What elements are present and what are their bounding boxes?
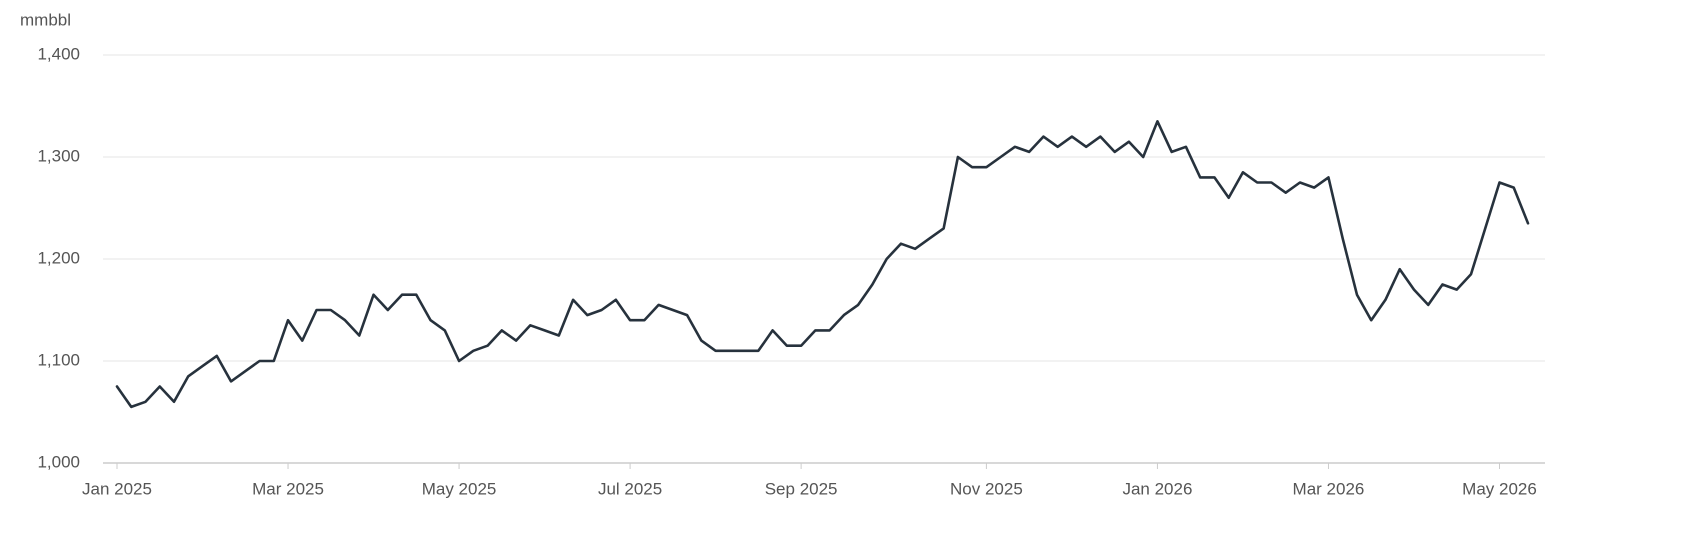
x-tick-label: Jan 2025 [82,479,152,498]
line [115,120,1530,409]
x-tick-label: Nov 2025 [950,479,1023,498]
x-tick-label: Sep 2025 [765,479,838,498]
y-tick-label: 1,100 [37,350,80,369]
y-tick-label: 1,200 [37,248,80,267]
y-tick-label: 1,300 [37,146,80,165]
x-tick-label: May 2026 [1462,479,1537,498]
y-tick-label: 1,000 [37,452,80,471]
y-tick-label: 1,400 [37,44,80,63]
x-tick-label: Mar 2025 [252,479,324,498]
x-tick-label: May 2025 [422,479,497,498]
x-tick-label: Mar 2026 [1293,479,1365,498]
x-tick-label: Jan 2026 [1122,479,1192,498]
x-tick-label: Jul 2025 [598,479,662,498]
y-axis-label: mmbbl [20,10,71,29]
